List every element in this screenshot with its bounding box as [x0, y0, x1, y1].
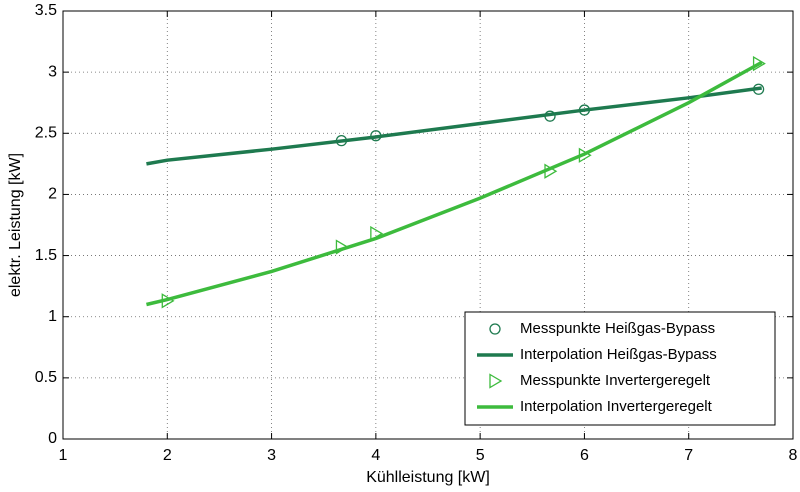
x-tick-label: 1 [59, 447, 68, 464]
data-point [370, 130, 382, 142]
y-axis-label: elektr. Leistung [kW] [7, 153, 24, 297]
x-tick-label: 2 [163, 447, 172, 464]
series-line [146, 60, 763, 307]
legend: Messpunkte Heißgas-Bypass Interpolation H… [464, 311, 776, 426]
data-point [752, 83, 765, 95]
legend-label: Interpolation Heißgas-Bypass [520, 346, 717, 363]
axes-frame [62, 10, 794, 440]
y-tick-label: 0.5 [35, 369, 57, 386]
data-point [752, 55, 766, 72]
y-tick-label: 2.5 [35, 125, 57, 142]
data-point [578, 104, 591, 116]
x-tick-label: 4 [371, 447, 380, 464]
data-point [335, 239, 349, 255]
data-point [578, 147, 592, 163]
legend-symbol [489, 323, 501, 335]
series-line [146, 86, 762, 166]
y-tick-label: 2 [48, 186, 57, 203]
data-point [335, 134, 348, 147]
x-tick-label: 3 [267, 447, 276, 464]
legend-label: Interpolation Invertergeregelt [520, 398, 713, 415]
x-tick-label: 5 [476, 447, 485, 464]
y-tick-label: 1 [48, 308, 57, 325]
legend-box [464, 311, 776, 426]
data-point [544, 110, 556, 122]
y-tick-label: 0 [48, 430, 57, 447]
y-tick-label: 3.5 [35, 2, 57, 19]
data-point [370, 225, 384, 242]
x-tick-label: 7 [684, 447, 693, 464]
y-tick-label: 1.5 [35, 247, 57, 264]
data-point [544, 163, 558, 179]
x-tick-label: 6 [580, 447, 589, 464]
data-point [161, 293, 175, 309]
x-tick-label: 8 [789, 447, 798, 464]
legend-label: Messpunkte Invertergeregelt [520, 372, 711, 389]
x-axis-label: Kühlleistung [kW] [366, 469, 490, 486]
y-tick-label: 3 [48, 63, 57, 80]
legend-label: Messpunkte Heißgas-Bypass [520, 320, 715, 337]
legend-symbol [489, 373, 503, 389]
